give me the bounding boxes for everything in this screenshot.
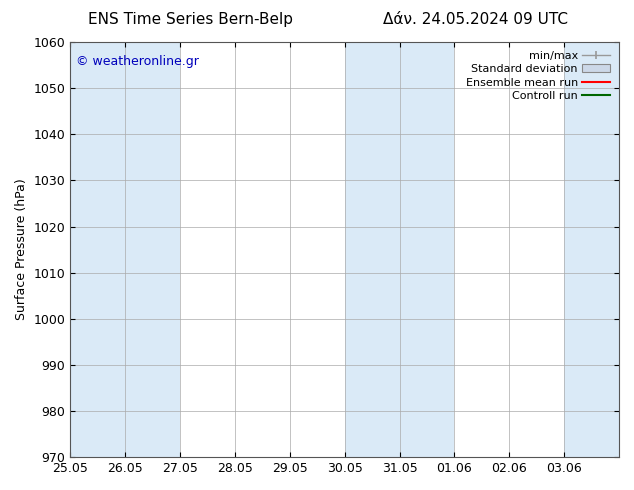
Bar [399, 42, 455, 457]
Bar [345, 42, 399, 457]
Bar [564, 42, 619, 457]
Y-axis label: Surface Pressure (hPa): Surface Pressure (hPa) [15, 179, 28, 320]
Text: © weatheronline.gr: © weatheronline.gr [76, 54, 198, 68]
Bar [70, 42, 125, 457]
Legend: min/max, Standard deviation, Ensemble mean run, Controll run: min/max, Standard deviation, Ensemble me… [462, 48, 614, 104]
Text: Δάν. 24.05.2024 09 UTC: Δάν. 24.05.2024 09 UTC [383, 12, 568, 27]
Text: ENS Time Series Bern-Belp: ENS Time Series Bern-Belp [87, 12, 293, 27]
Bar [125, 42, 180, 457]
